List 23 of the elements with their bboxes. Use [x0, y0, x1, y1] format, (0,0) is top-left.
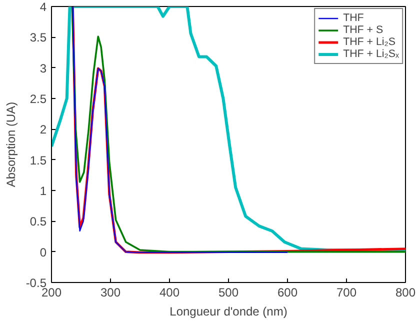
y-tick-label: 1 [40, 184, 47, 198]
y-tick-label: 3 [40, 61, 47, 76]
y-tick-label: 0 [40, 245, 47, 260]
x-tick-label: 700 [336, 286, 357, 300]
x-axis-title: Longueur d'onde (nm) [170, 304, 288, 318]
x-tick-label: 600 [277, 286, 298, 300]
y-tick-label: 2 [40, 122, 47, 137]
legend-label: THF [343, 12, 364, 24]
y-tick-label: 2.5 [30, 92, 47, 106]
x-tick-label: 500 [218, 286, 239, 300]
y-tick-label: 0.5 [30, 214, 47, 229]
x-tick-label: 200 [41, 286, 62, 300]
y-tick-label: 4 [40, 0, 47, 14]
legend-label: THF + Li₂Sₓ [343, 48, 399, 60]
legend-label: THF + S [343, 24, 384, 36]
y-tick-label: 1.5 [30, 153, 47, 168]
line-series [72, 6, 288, 254]
legend-label: THF + Li₂S [343, 36, 396, 48]
y-axis-title: Absorption (UA) [4, 102, 18, 188]
x-tick-label: 800 [395, 286, 416, 300]
y-tick-label: 3.5 [30, 30, 47, 45]
x-tick-label: 400 [159, 286, 180, 300]
x-tick-label: 300 [100, 286, 121, 300]
